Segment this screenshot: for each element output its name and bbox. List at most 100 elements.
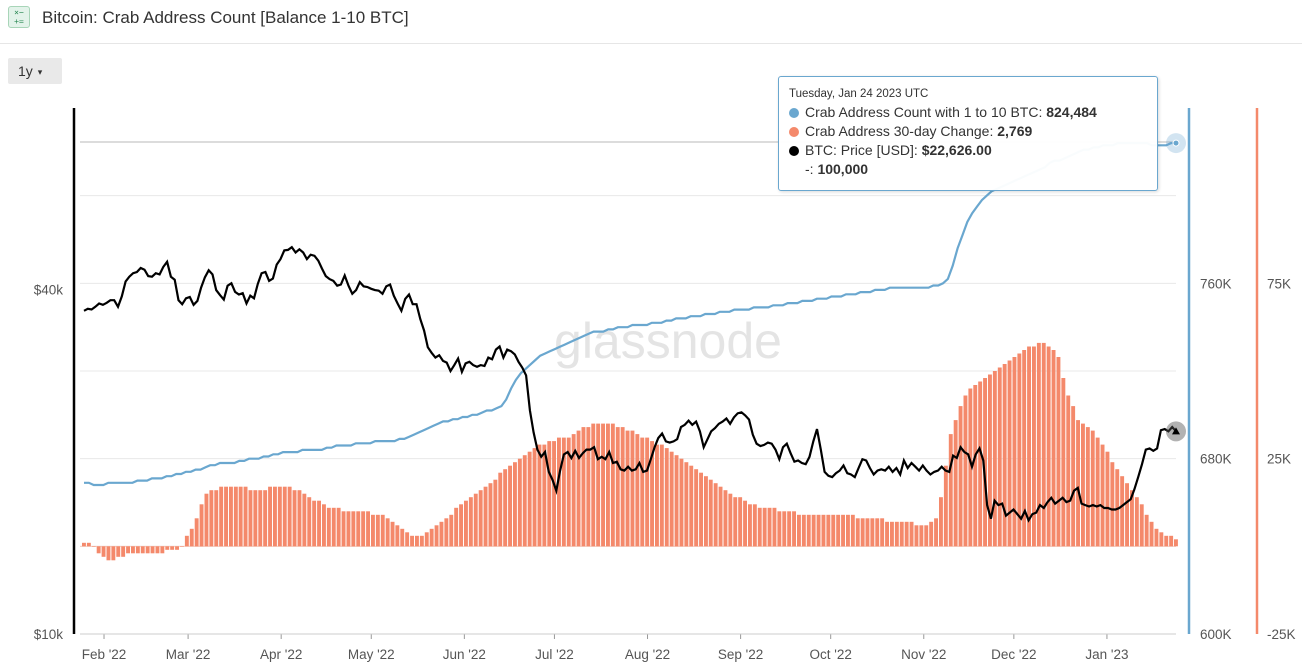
change-bar	[841, 514, 845, 547]
change-bar	[111, 546, 116, 561]
change-bar	[914, 525, 919, 547]
change-bar	[997, 367, 1002, 547]
change-bar	[165, 546, 170, 550]
change-bar	[1120, 476, 1125, 547]
change-bar	[875, 518, 880, 547]
change-bar	[282, 486, 287, 547]
change-bar	[478, 490, 483, 547]
chart-axes: Feb '22 Mar '22 Apr '22 May '22 Jun '22 Jul '…	[34, 108, 1296, 662]
change-bar	[728, 493, 733, 547]
change-bar	[973, 385, 978, 547]
range-selector-button[interactable]: 1y ▾	[8, 58, 62, 84]
change-bar	[831, 514, 836, 547]
change-bar	[214, 490, 219, 547]
change-bar	[655, 444, 659, 547]
change-bar	[322, 504, 326, 547]
change-bar	[96, 546, 101, 554]
change-bar	[180, 546, 184, 547]
change-bar	[410, 535, 414, 547]
count-hover-dot	[1172, 139, 1180, 147]
price-tick-label: $10k	[34, 627, 64, 642]
change-bar	[258, 490, 263, 547]
change-bar	[483, 486, 488, 547]
change-bar	[733, 497, 738, 547]
change-bar	[659, 444, 664, 547]
change-bar	[963, 395, 968, 547]
x-tick-label: Apr '22	[260, 647, 302, 662]
change-bar	[704, 476, 708, 547]
series-dot-icon	[789, 127, 799, 137]
change-bar	[806, 514, 811, 547]
change-bar	[939, 497, 943, 547]
change-bar	[689, 465, 694, 547]
change-bar	[121, 546, 126, 557]
change-bar	[983, 378, 987, 547]
change-bar	[302, 493, 307, 547]
change-bar	[336, 507, 341, 547]
change-bar	[718, 486, 723, 547]
hover-markers	[1166, 133, 1186, 442]
change-bar	[1149, 521, 1154, 547]
change-bar	[669, 451, 674, 547]
change-bar	[253, 490, 258, 547]
change-bar	[674, 455, 679, 547]
change-tick-label: 25K	[1267, 452, 1291, 467]
change-tick-label: 75K	[1267, 276, 1291, 291]
change-bar	[762, 507, 767, 547]
change-bar	[1056, 357, 1061, 547]
tooltip-value: $22,626.00	[921, 142, 992, 158]
change-bar	[978, 381, 983, 547]
change-bar	[630, 430, 635, 547]
change-bar	[743, 500, 747, 547]
change-bar	[537, 444, 542, 547]
change-bar	[953, 420, 958, 547]
change-bar	[816, 514, 821, 547]
change-bar	[850, 514, 855, 547]
change-bar	[268, 486, 272, 547]
change-bar	[1125, 483, 1129, 547]
change-bar	[576, 430, 581, 547]
change-bar	[571, 434, 576, 547]
change-bar	[596, 423, 601, 547]
change-bar	[82, 542, 86, 547]
change-bar	[1164, 535, 1169, 547]
change-bar	[415, 535, 419, 547]
change-bar	[542, 444, 547, 547]
change-bar	[919, 525, 924, 547]
change-bar	[1032, 346, 1036, 547]
watermark-text: glassnode	[554, 313, 782, 369]
change-bar	[880, 518, 885, 547]
change-bar	[694, 469, 699, 547]
tooltip-row-price: BTC: Price [USD]: $22,626.00	[789, 141, 1157, 160]
change-bar	[904, 521, 909, 547]
caret-down-icon: ▾	[37, 67, 43, 77]
change-bar	[1022, 350, 1027, 547]
change-bar	[498, 472, 503, 547]
change-bar	[517, 458, 522, 547]
change-bar	[508, 465, 512, 547]
change-bar	[767, 507, 772, 547]
change-bar	[116, 546, 121, 557]
change-bar	[1036, 342, 1041, 547]
change-bar	[1105, 451, 1110, 547]
change-bar	[909, 521, 914, 547]
x-tick-label: Oct '22	[810, 647, 852, 662]
change-bar	[424, 532, 429, 547]
change-bar	[243, 486, 248, 547]
change-bar	[184, 535, 189, 547]
change-bar	[317, 500, 321, 547]
change-bar	[777, 511, 782, 547]
change-bar	[635, 434, 640, 547]
change-bar	[126, 546, 130, 554]
chart-title: Bitcoin: Crab Address Count [Balance 1-1…	[42, 8, 409, 27]
chart-header: ×− += Bitcoin: Crab Address Count [Balanc…	[0, 0, 1302, 44]
change-bar	[459, 504, 463, 547]
change-bar	[238, 486, 243, 547]
change-bar	[679, 458, 684, 547]
change-bar	[341, 511, 346, 547]
change-bar	[287, 486, 292, 547]
change-bar	[1110, 462, 1115, 547]
change-bar	[860, 518, 865, 547]
change-bar	[615, 427, 620, 547]
